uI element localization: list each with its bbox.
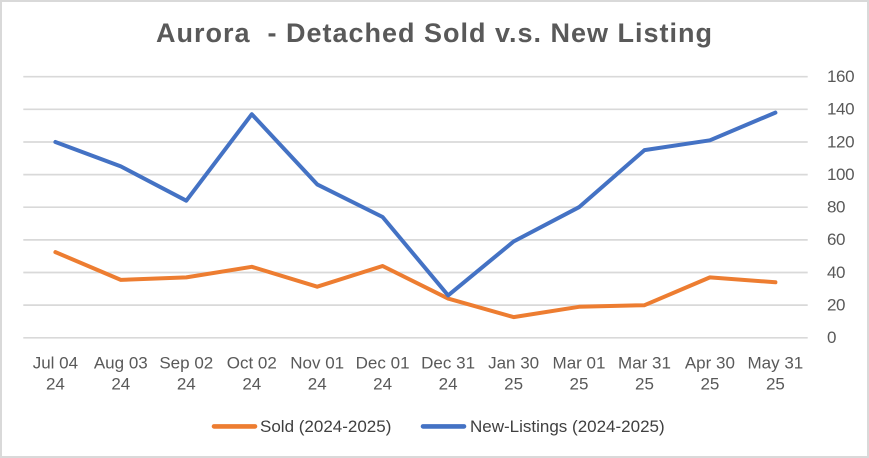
svg-text:0: 0 xyxy=(827,328,836,347)
svg-text:24: 24 xyxy=(111,375,130,394)
svg-text:Mar 01: Mar 01 xyxy=(553,353,606,372)
svg-text:Dec 01: Dec 01 xyxy=(356,353,410,372)
svg-text:Mar 31: Mar 31 xyxy=(618,353,671,372)
svg-text:Aurora - Detached Sold v.s. N: Aurora - Detached Sold v.s. New Listing xyxy=(156,18,713,48)
svg-text:Jul 04: Jul 04 xyxy=(33,353,78,372)
svg-text:New-Listings (2024-2025): New-Listings (2024-2025) xyxy=(470,417,665,436)
svg-text:25: 25 xyxy=(700,375,719,394)
svg-text:Apr 30: Apr 30 xyxy=(685,353,735,372)
svg-text:Jan 30: Jan 30 xyxy=(488,353,539,372)
svg-text:May 31: May 31 xyxy=(748,353,804,372)
svg-text:120: 120 xyxy=(827,132,854,151)
svg-text:25: 25 xyxy=(766,375,785,394)
svg-text:24: 24 xyxy=(373,375,392,394)
svg-text:20: 20 xyxy=(827,295,845,314)
svg-text:24: 24 xyxy=(46,375,65,394)
svg-text:Aug 03: Aug 03 xyxy=(94,353,148,372)
svg-text:40: 40 xyxy=(827,263,845,282)
svg-text:160: 160 xyxy=(827,67,854,86)
svg-text:25: 25 xyxy=(635,375,654,394)
svg-text:140: 140 xyxy=(827,100,854,119)
svg-text:24: 24 xyxy=(439,375,458,394)
svg-text:Oct 02: Oct 02 xyxy=(227,353,277,372)
svg-text:Dec 31: Dec 31 xyxy=(421,353,475,372)
svg-text:Sold (2024-2025): Sold (2024-2025) xyxy=(260,417,391,436)
svg-text:24: 24 xyxy=(308,375,327,394)
svg-text:Sep 02: Sep 02 xyxy=(159,353,213,372)
svg-text:25: 25 xyxy=(504,375,523,394)
svg-text:80: 80 xyxy=(827,198,845,217)
svg-text:60: 60 xyxy=(827,230,845,249)
svg-text:24: 24 xyxy=(242,375,261,394)
svg-text:100: 100 xyxy=(827,165,854,184)
svg-text:Nov 01: Nov 01 xyxy=(290,353,344,372)
svg-text:24: 24 xyxy=(177,375,196,394)
svg-text:25: 25 xyxy=(570,375,589,394)
